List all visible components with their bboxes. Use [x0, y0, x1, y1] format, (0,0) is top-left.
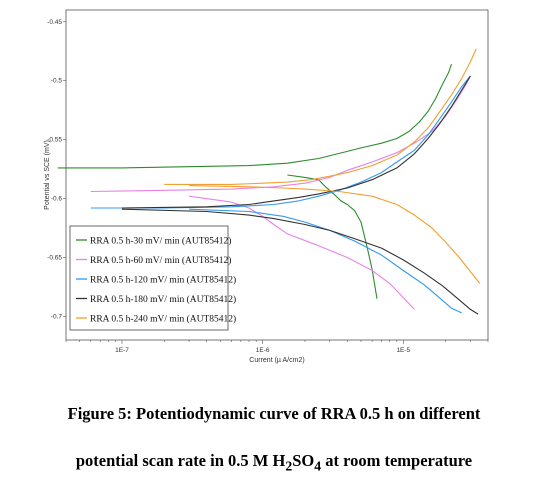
caption-text: SO [292, 451, 315, 470]
legend-label: RRA 0.5 h-30 mV/ min (AUT85412) [90, 235, 231, 246]
series-layer [57, 48, 481, 315]
x-axis-ticks: 1E-7 1E-6 1E-5 [65, 340, 489, 354]
series-5-cathodic-line [189, 185, 481, 284]
x-tick-label: 1E-6 [256, 347, 270, 354]
y-tick-label: -0.45 [47, 19, 62, 26]
legend-label: RRA 0.5 h-60 mV/ min (AUT85412) [90, 255, 231, 266]
caption-subscript: 2 [285, 458, 293, 474]
caption-text: potential scan rate in 0.5 M H [75, 451, 286, 470]
polarization-chart: 1E-7 1E-6 1E-5 -0.45 -0.5 -0.55 -0.6 -0.65 -0.7… [44, 9, 489, 364]
x-tick-label: 1E-5 [396, 347, 410, 354]
y-tick-label: -0.6 [51, 196, 63, 203]
y-axis-ticks: -0.45 -0.5 -0.55 -0.6 -0.65 -0.7 [47, 19, 66, 320]
series-2-anodic-line [90, 75, 471, 193]
legend-label: RRA 0.5 h-120 mV/ min (AUT85412) [90, 274, 236, 285]
y-tick-label: -0.65 [47, 255, 62, 262]
x-axis-title: Current (µ A/cm2) [249, 357, 304, 364]
legend: RRA 0.5 h-30 mV/ min (AUT85412) RRA 0.5 h… [69, 225, 236, 331]
series-3-cathodic-line [189, 208, 462, 314]
figure-caption-line-2: potential scan rate in 0.5 M H2SO4 at ro… [0, 451, 548, 474]
series-2-cathodic-line [189, 195, 415, 310]
legend-label: RRA 0.5 h-240 mV/ min (AUT85412) [90, 313, 236, 324]
legend-label: RRA 0.5 h-180 mV/ min (AUT85412) [90, 294, 236, 305]
series-1-cathodic-line [287, 174, 378, 299]
series-5-anodic-line [164, 48, 477, 185]
y-tick-label: -0.55 [47, 137, 62, 144]
figure-caption-line-1: Figure 5: Potentiodynamic curve of RRA 0… [67, 404, 481, 423]
x-tick-label: 1E-7 [115, 347, 129, 354]
series-4-anodic-line [121, 75, 471, 209]
series-1-anodic-line [57, 64, 453, 169]
caption-subscript: 4 [314, 458, 322, 474]
y-tick-label: -0.5 [51, 78, 63, 85]
y-axis-title: Potential vs SCE (mV) [44, 140, 51, 210]
y-tick-label: -0.7 [51, 313, 63, 320]
caption-text: at room temperature [321, 451, 473, 470]
legend-box [69, 225, 229, 331]
series-3-anodic-line [90, 75, 471, 209]
series-4-cathodic-line [121, 208, 479, 315]
